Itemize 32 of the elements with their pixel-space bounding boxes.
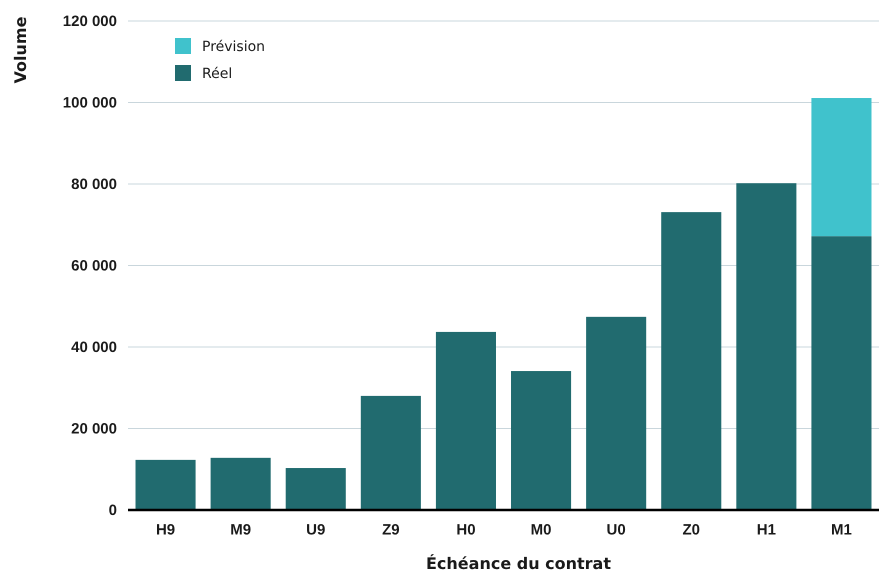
y-tick-label: 80 000	[71, 176, 117, 193]
y-axis-title: Volume	[11, 16, 30, 84]
y-tick-label: 60 000	[71, 257, 117, 274]
x-tick-label: Z9	[382, 522, 400, 539]
legend-label: Prévision	[202, 39, 266, 55]
x-tick-label: M9	[230, 522, 252, 539]
x-tick-label: Z0	[682, 522, 700, 539]
bar	[136, 460, 196, 510]
bar	[661, 212, 722, 510]
bar	[210, 458, 271, 510]
x-tick-label: M1	[831, 522, 852, 539]
y-tick-label: 100 000	[62, 94, 117, 112]
bar	[736, 183, 796, 510]
bar	[436, 332, 496, 510]
bar	[811, 98, 872, 236]
y-tick-label: 20 000	[71, 420, 117, 438]
x-tick-label: M0	[530, 522, 552, 539]
y-tick-label: 0	[108, 502, 117, 519]
y-tick-label: 120 000	[62, 12, 117, 30]
bar	[511, 371, 572, 510]
x-tick-label: U9	[306, 522, 326, 539]
x-tick-label: H0	[456, 522, 476, 539]
x-tick-label: H9	[156, 522, 176, 539]
bar	[586, 316, 646, 510]
x-tick-label: H1	[756, 522, 776, 539]
x-axis-title: Échéance du contrat	[426, 554, 612, 573]
bar	[360, 396, 421, 510]
legend-label: Réel	[202, 66, 232, 82]
bar	[811, 236, 872, 510]
y-tick-label: 40 000	[71, 338, 117, 356]
bar	[286, 468, 346, 510]
x-tick-label: U0	[606, 522, 626, 539]
